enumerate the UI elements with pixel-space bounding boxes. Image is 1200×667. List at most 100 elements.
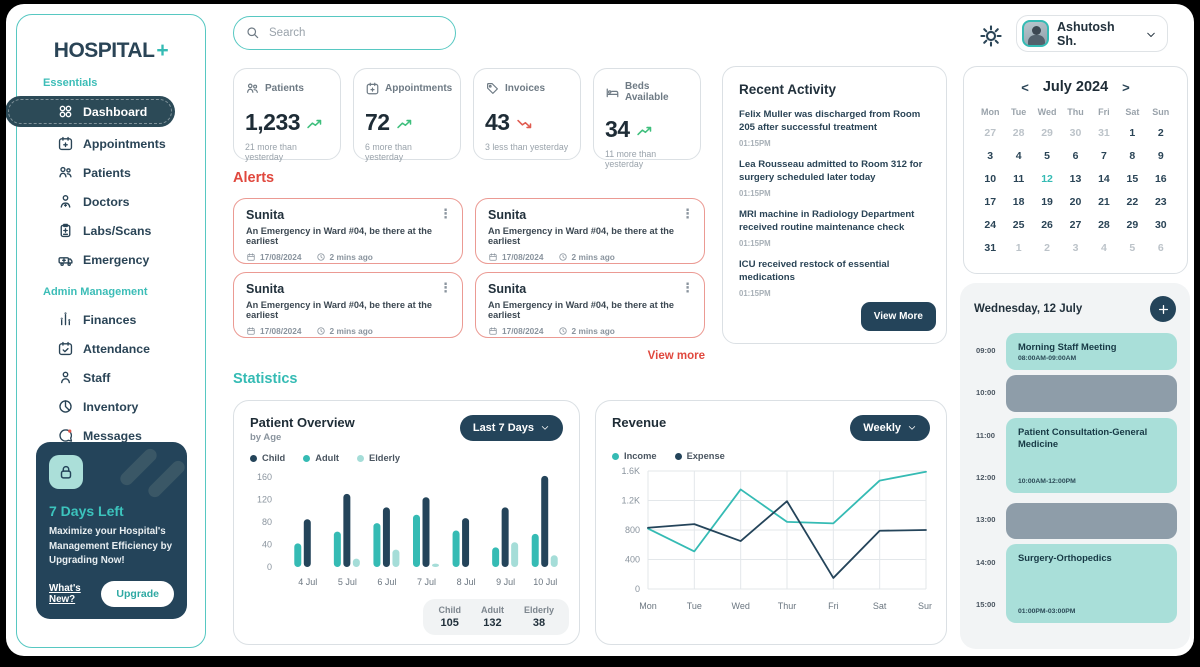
calendar-day[interactable]: 30 <box>1154 218 1167 231</box>
schedule-busy-block[interactable] <box>1006 375 1177 412</box>
user-menu[interactable]: Ashutosh Sh. <box>1016 15 1168 52</box>
calendar-weekday: Thu <box>1067 107 1084 117</box>
calendar-day[interactable]: 27 <box>984 126 997 139</box>
stat-card-header: Beds Available <box>605 81 689 103</box>
calendar-day[interactable]: 11 <box>1013 172 1025 185</box>
schedule-time-label: 11:00 <box>976 430 996 440</box>
calendar-day[interactable]: 10 <box>984 172 997 185</box>
calendar-day[interactable]: 3 <box>987 149 994 162</box>
calendar-day[interactable]: 29 <box>1041 126 1053 139</box>
activity-text: MRI machine in Radiology Department rece… <box>739 208 915 233</box>
calendar-day[interactable]: 1 <box>1129 126 1136 139</box>
sidebar-item-attendance[interactable]: Attendance <box>17 334 205 363</box>
alert-message: An Emergency in Ward #04, be there at th… <box>488 300 675 320</box>
calendar-day[interactable]: 13 <box>1069 172 1082 185</box>
svg-text:8 Jul: 8 Jul <box>457 577 476 587</box>
add-event-button[interactable] <box>1150 296 1176 322</box>
calendar-day-selected[interactable]: 12 <box>1041 172 1053 185</box>
calendar-day[interactable]: 28 <box>1098 218 1110 231</box>
kebab-menu-icon[interactable]: ⋮ <box>439 280 452 295</box>
svg-text:800: 800 <box>625 525 640 535</box>
calendar-day[interactable]: 2 <box>1044 241 1050 254</box>
revenue-title: Revenue <box>612 415 667 430</box>
calendar-day[interactable]: 2 <box>1157 126 1164 139</box>
calendar-prev-icon[interactable]: < <box>1021 79 1029 95</box>
activity-text: ICU received restock of essential medica… <box>739 258 890 283</box>
svg-text:120: 120 <box>257 495 272 505</box>
sidebar-item-labs-scans[interactable]: Labs/Scans <box>17 216 205 245</box>
calendar-day[interactable]: 3 <box>1072 241 1079 254</box>
calendar-day[interactable]: 23 <box>1154 195 1167 208</box>
schedule-event[interactable]: Surgery-Orthopedics 01:00PM-03:00PM <box>1006 544 1177 623</box>
calendar-day[interactable]: 4 <box>1101 241 1107 254</box>
calendar-day[interactable]: 31 <box>1098 126 1110 139</box>
schedule-event[interactable]: Patient Consultation-General Medicine 10:… <box>1006 418 1177 493</box>
stat-delta: 11 more than yesterday <box>605 149 657 169</box>
kebab-menu-icon[interactable]: ⋮ <box>681 280 694 295</box>
calendar-day[interactable]: 14 <box>1098 172 1110 185</box>
activity-view-more-button[interactable]: View More <box>860 302 936 331</box>
calendar-day[interactable]: 5 <box>1129 241 1136 254</box>
summary-label: Elderly <box>523 605 554 615</box>
calendar-day[interactable]: 4 <box>1015 149 1022 162</box>
schedule-event[interactable]: Morning Staff Meeting 08:00AM-09:00AM <box>1006 333 1177 370</box>
activity-time: 01:15PM <box>739 138 771 148</box>
calendar-day[interactable]: 29 <box>1126 218 1139 231</box>
sidebar-item-staff[interactable]: Staff <box>17 363 205 392</box>
calendar-next-icon[interactable]: > <box>1122 79 1130 95</box>
calendar-day[interactable]: 20 <box>1069 195 1082 208</box>
calendar-day[interactable]: 16 <box>1154 172 1167 185</box>
calendar-day[interactable]: 5 <box>1044 149 1050 162</box>
alert-date: 17/08/2024 <box>246 252 302 262</box>
calendar-day[interactable]: 6 <box>1157 241 1164 254</box>
calendar-day[interactable]: 17 <box>984 195 997 208</box>
calendar-day[interactable]: 26 <box>1041 218 1053 231</box>
alert-card: Sunita ⋮ An Emergency in Ward #04, be ther… <box>475 272 705 338</box>
kebab-menu-icon[interactable]: ⋮ <box>681 206 694 221</box>
calendar-day[interactable]: 1 <box>1015 241 1022 254</box>
stat-card-appointments: Appointments 72 6 more than yesterday <box>353 68 461 162</box>
calendar-day[interactable]: 31 <box>984 241 997 254</box>
calendar-day[interactable]: 25 <box>1012 218 1025 231</box>
search-input[interactable] <box>233 16 456 50</box>
svg-text:6 Jul: 6 Jul <box>377 577 396 587</box>
sidebar-item-doctors[interactable]: Doctors <box>17 187 205 216</box>
calendar-day[interactable]: 6 <box>1072 149 1079 162</box>
schedule-busy-block[interactable] <box>1006 503 1177 539</box>
statistics-title: Statistics <box>233 371 298 387</box>
sidebar-item-messages[interactable]: Messages <box>17 421 205 450</box>
calendar-day[interactable]: 27 <box>1069 218 1082 231</box>
sidebar-item-label: Patients <box>83 165 131 180</box>
calendar-day[interactable]: 7 <box>1101 149 1107 162</box>
weekly-filter[interactable]: Weekly <box>850 415 930 441</box>
calendar-day[interactable]: 8 <box>1129 149 1136 162</box>
activity-item: MRI machine in Radiology Department rece… <box>739 209 930 248</box>
alerts-title: Alerts <box>233 170 275 186</box>
sidebar-item-appointments[interactable]: Appointments <box>17 129 205 158</box>
upgrade-button[interactable]: Upgrade <box>101 581 174 607</box>
calendar-day[interactable]: 15 <box>1126 172 1139 185</box>
calendar-day[interactable]: 24 <box>984 218 997 231</box>
whats-new-link[interactable]: What's New? <box>49 583 81 605</box>
stat-value: 34 <box>605 116 630 142</box>
alerts-view-more-link[interactable]: View more <box>647 350 705 362</box>
calendar-day[interactable]: 18 <box>1012 195 1025 208</box>
calendar-day[interactable]: 9 <box>1157 149 1164 162</box>
last-7-days-filter[interactable]: Last 7 Days <box>459 415 563 441</box>
invoices-icon <box>485 81 500 96</box>
sidebar-item-emergency[interactable]: Emergency <box>17 245 205 274</box>
sidebar-item-inventory[interactable]: Inventory <box>17 392 205 421</box>
calendar-day[interactable]: 30 <box>1069 126 1082 139</box>
gear-icon[interactable] <box>978 23 1004 49</box>
calendar-day[interactable]: 22 <box>1126 195 1139 208</box>
sidebar-item-patients[interactable]: Patients <box>17 158 205 187</box>
calendar-day[interactable]: 21 <box>1098 195 1110 208</box>
sidebar-item-finances[interactable]: Finances <box>17 305 205 334</box>
app-window: HOSPITAL + Essentials Dashboard Appointmen… <box>6 4 1194 656</box>
alert-patient-name: Sunita <box>488 282 527 296</box>
calendar-day[interactable]: 28 <box>1012 126 1025 139</box>
kebab-menu-icon[interactable]: ⋮ <box>439 206 452 221</box>
calendar-day[interactable]: 19 <box>1041 195 1053 208</box>
sidebar-item-dashboard[interactable]: Dashboard <box>6 96 175 127</box>
alert-time: 2 mins ago <box>558 252 615 262</box>
